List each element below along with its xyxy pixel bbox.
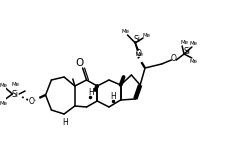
Text: Me: Me [121, 28, 129, 34]
Text: Me: Me [141, 32, 149, 37]
Text: O: O [75, 58, 83, 68]
Text: O: O [135, 49, 141, 58]
Text: Me: Me [189, 41, 197, 45]
Text: Me: Me [179, 39, 187, 45]
Text: Me: Me [135, 52, 143, 56]
Text: Si: Si [183, 47, 190, 56]
Text: Si: Si [12, 90, 19, 99]
Text: H: H [62, 118, 68, 127]
Text: Me: Me [11, 82, 19, 86]
Text: O: O [29, 97, 35, 106]
Text: Me: Me [189, 58, 197, 63]
Text: H: H [88, 88, 94, 97]
Text: Me: Me [0, 101, 8, 106]
Text: H: H [110, 91, 115, 101]
Text: Me: Me [0, 82, 8, 88]
Text: O: O [170, 54, 176, 62]
Text: Si: Si [133, 34, 140, 43]
